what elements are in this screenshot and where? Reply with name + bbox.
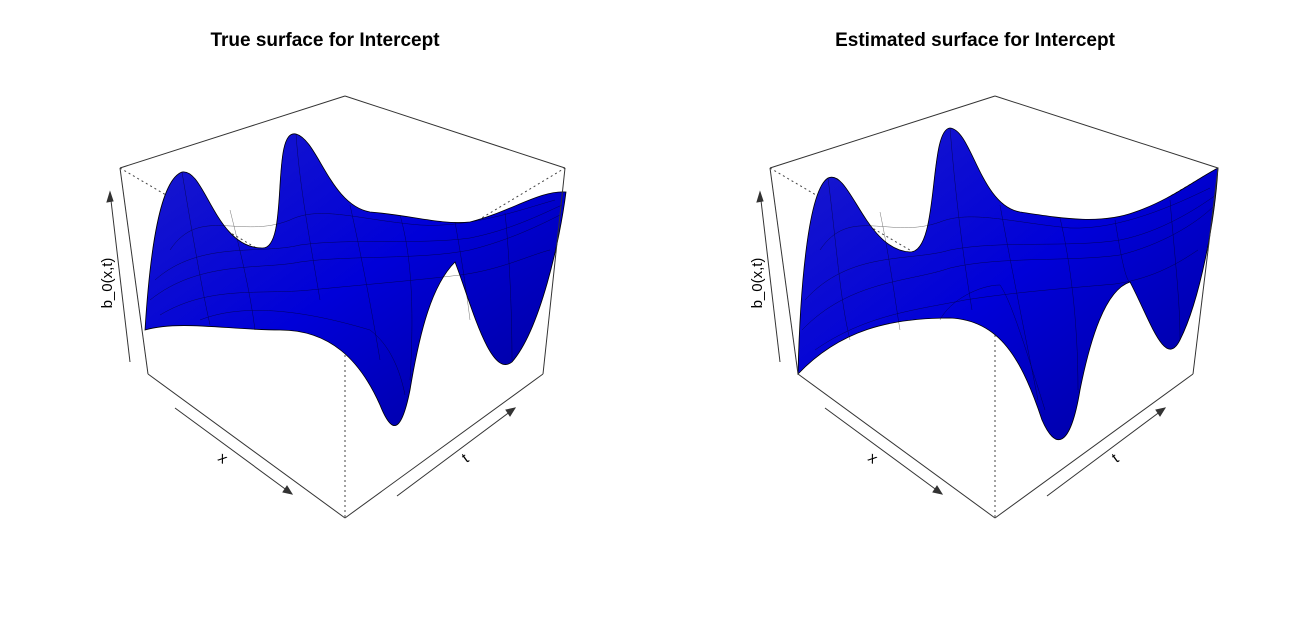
axis-arrows	[106, 190, 517, 497]
surface-plot: b_0(x,t) x t	[99, 95, 567, 519]
panel-true-surface: True surface for Intercept	[99, 30, 567, 519]
t-axis-label: t	[459, 450, 473, 467]
z-axis-label: b_0(x,t)	[749, 258, 766, 309]
chart-title: True surface for Intercept	[210, 30, 440, 51]
x-axis-label: x	[865, 449, 881, 467]
surface-mesh	[144, 133, 567, 427]
x-axis-label: x	[215, 449, 231, 467]
box-front-edges	[119, 95, 566, 519]
surface	[144, 133, 567, 427]
surface-plot: b_0(x,t) x t	[749, 95, 1219, 519]
chart-title: Estimated surface for Intercept	[835, 30, 1115, 51]
surface	[797, 127, 1219, 440]
z-axis-label: b_0(x,t)	[99, 258, 116, 309]
panel-estimated-surface: Estimated surface for Intercept	[650, 0, 1300, 633]
surface-mesh	[797, 127, 1219, 440]
box-front-edges	[769, 95, 1219, 519]
t-axis-label: t	[1109, 450, 1123, 467]
axis-arrows	[756, 190, 1167, 497]
